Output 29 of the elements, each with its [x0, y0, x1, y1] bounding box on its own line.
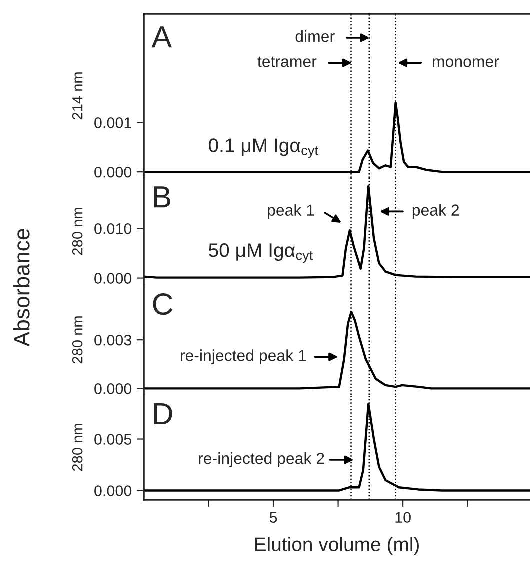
x-axis-title: Elution volume (ml): [255, 537, 419, 556]
y-tick-label: 0.000: [94, 166, 132, 178]
annotation: re-injected peak 2: [199, 452, 324, 468]
y-tick-label: 0.000: [94, 273, 132, 284]
chart-title: A: [152, 26, 172, 48]
y-tick-label: 0.001: [94, 118, 132, 128]
y-axis-title: 280 nm: [72, 316, 83, 364]
annotation: re-injected peak 1: [180, 350, 306, 364]
y-axis-title: 280 nm: [72, 208, 83, 256]
y-tick-label: 0.000: [94, 486, 132, 496]
annotation: monomer: [433, 58, 500, 68]
chart-title: C: [153, 294, 173, 316]
y-axis-title: 214 nm: [72, 72, 83, 120]
annotation: 50 μM Igα$_{cyt}$: [209, 244, 314, 263]
y-tick-label: 0.005: [94, 434, 132, 445]
x-tick-label: 5: [270, 512, 278, 524]
chart-title: B: [154, 186, 170, 208]
y-tick-label: 0.000: [94, 384, 132, 394]
annotation: peak 1: [268, 204, 314, 220]
annotation: 0.1 μM Igα$_{cyt}$: [209, 138, 318, 158]
y-axis-title: 280 nm: [72, 424, 83, 472]
annotation: peak 2: [412, 204, 460, 220]
x-tick-label: 10: [396, 512, 411, 524]
annotation: dimer: [296, 30, 335, 42]
y-tick-label: 0.003: [94, 334, 132, 346]
annotation: tetramer: [258, 56, 317, 68]
text: Absorbance: [13, 229, 30, 347]
chart-title: D: [154, 403, 172, 424]
y-tick-label: 0.010: [94, 224, 132, 234]
